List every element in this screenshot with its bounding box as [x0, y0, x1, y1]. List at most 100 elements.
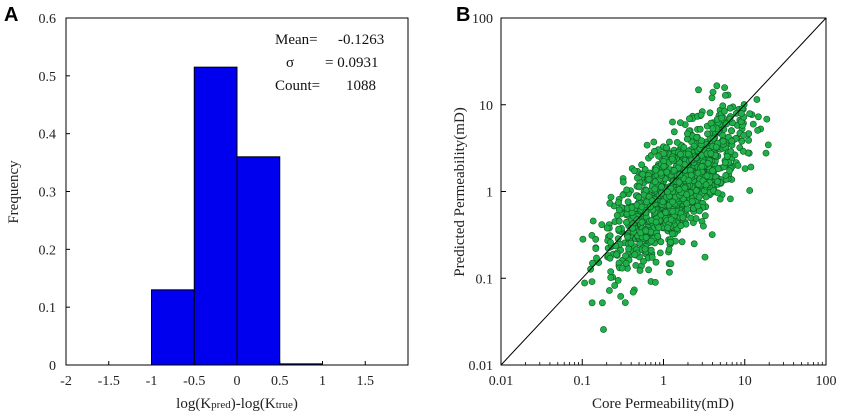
scatter-point	[741, 165, 749, 172]
scatter-point	[643, 141, 651, 149]
scatter-point	[703, 172, 711, 180]
scatter-point	[716, 195, 724, 203]
x-tick-label: 10	[738, 374, 752, 389]
scatter-point	[667, 238, 674, 246]
scatter-point	[747, 163, 755, 171]
scatter-point	[683, 205, 691, 213]
y-tick-label: 0.2	[39, 243, 57, 258]
scatter-point	[738, 110, 745, 117]
scatter-point	[722, 171, 730, 179]
scatter-point	[698, 162, 706, 170]
scatter-point	[663, 168, 671, 176]
scatter-point	[619, 191, 627, 199]
x-tick-label: 0.1	[574, 374, 592, 389]
scatter-point	[734, 162, 742, 169]
scatter-point	[677, 119, 684, 126]
x-axis-label-mid: )-log(K	[231, 396, 276, 412]
scatter-point	[683, 191, 691, 198]
scatter-point	[614, 235, 622, 243]
scatter-point	[714, 189, 722, 197]
y-tick-label: 0.1	[39, 301, 57, 316]
scatter-point	[659, 198, 667, 206]
scatter-point	[709, 125, 717, 133]
scatter-point	[694, 169, 702, 177]
x-axis-label-prefix: log(K	[176, 396, 211, 412]
scatter-point	[763, 115, 771, 123]
scatter-point	[579, 235, 587, 243]
scatter-point	[656, 249, 664, 257]
scatter-point	[669, 118, 676, 126]
scatter-point	[721, 107, 728, 115]
scatter-point	[636, 267, 644, 274]
scatter-point	[645, 266, 652, 274]
x-tick-label: 1.5	[357, 374, 375, 389]
scatter-point	[646, 203, 654, 211]
scatter-point	[702, 181, 710, 189]
scatter-point	[660, 162, 668, 170]
scatter-point	[617, 292, 625, 300]
scatter-point	[612, 242, 620, 250]
scatter-point	[613, 251, 620, 258]
scatter-point	[693, 133, 701, 141]
scatter-point	[618, 264, 626, 272]
scatter-point	[684, 130, 691, 138]
scatter-point	[698, 137, 705, 144]
scatter-point	[697, 111, 705, 119]
scatter-point	[670, 128, 678, 136]
scatter-point	[652, 258, 660, 266]
x-tick-label: 0	[234, 374, 241, 389]
scatter-point	[614, 276, 622, 284]
scatter-point	[641, 245, 649, 253]
scatter-point	[667, 216, 675, 223]
scatter-point	[607, 238, 614, 246]
y-tick-label: 0.5	[39, 70, 57, 85]
scatter-point	[686, 115, 693, 123]
scatter-point	[642, 208, 650, 216]
scatter-point	[615, 206, 623, 214]
scatter-point	[718, 114, 726, 122]
scatter-point	[592, 235, 600, 243]
scatter-point	[588, 299, 596, 307]
scatter-point	[662, 208, 670, 216]
scatter-point	[603, 224, 611, 232]
stat-count-label: Count=	[275, 78, 320, 94]
scatter-point	[713, 82, 721, 90]
plot-frame	[500, 17, 827, 366]
scatter-point	[638, 203, 646, 211]
y-tick-label: 0.1	[476, 272, 494, 287]
scatter-point	[638, 161, 645, 169]
stat-sigma-label: σ	[286, 55, 294, 71]
scatter-point	[726, 115, 734, 123]
scatter-point	[633, 174, 641, 182]
scatter-point	[727, 148, 735, 155]
scatter-point	[622, 259, 630, 267]
x-tick-label: 100	[816, 374, 837, 389]
scatter-point	[764, 141, 772, 149]
scatter-points	[579, 82, 772, 333]
scatter-point	[647, 246, 655, 254]
scatter-point	[680, 144, 688, 151]
scatter-point	[660, 150, 668, 157]
scatter-point	[657, 169, 665, 177]
plot-frame	[65, 17, 409, 366]
scatter-point	[650, 138, 658, 146]
scatter-point	[639, 170, 647, 178]
scatter-point	[667, 260, 675, 268]
scatter-point	[668, 155, 676, 163]
scatter-point	[651, 185, 659, 193]
scatter-point	[631, 251, 639, 259]
y-axis-label: Predicted Permeability(mD)	[452, 107, 468, 277]
y-axis-ticks: 0.01 0.1 1 10 100	[469, 12, 506, 374]
y-tick-label: 100	[472, 12, 493, 27]
x-tick-label: -1	[146, 374, 158, 389]
x-tick-label: -1.5	[98, 374, 120, 389]
scatter-point	[651, 147, 658, 155]
scatter-point	[658, 183, 665, 191]
scatter-point	[645, 175, 653, 183]
one-to-one-line	[500, 17, 827, 366]
scatter-point	[669, 198, 676, 206]
scatter-point	[679, 214, 687, 221]
x-axis-label: Core Permeability(mD)	[592, 396, 734, 412]
scatter-point	[749, 120, 757, 128]
scatter-point	[690, 240, 698, 248]
